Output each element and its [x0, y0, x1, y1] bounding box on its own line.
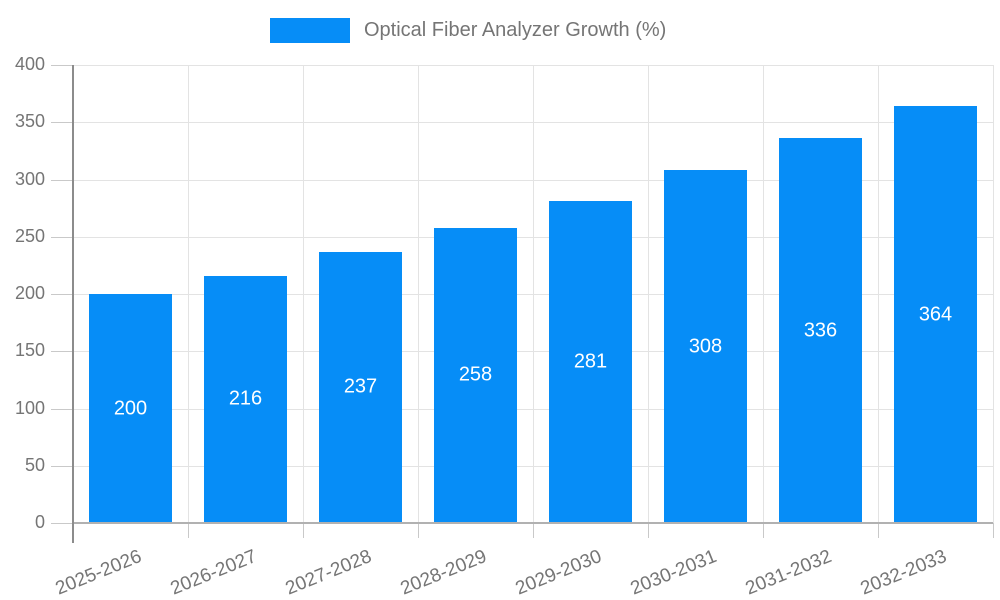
- x-axis-category-label: 2028-2029: [397, 546, 490, 600]
- y-axis-tick-label: 0: [34, 512, 45, 532]
- x-axis-tick: [878, 523, 879, 538]
- x-axis-tick: [648, 523, 649, 538]
- bar-value-label: 237: [343, 375, 378, 398]
- x-axis-tick: [993, 523, 994, 538]
- x-axis-category-label: 2025-2026: [52, 546, 145, 600]
- plot-area: 0 50 100 150 200 250 300 350 400 200 216 237 258 281 3…: [15, 54, 994, 600]
- horizontal-gridline: [73, 65, 993, 66]
- x-axis-tick: [418, 523, 419, 538]
- chart-legend[interactable]: Optical Fiber Analyzer Growth (%): [270, 18, 666, 43]
- bar[interactable]: [549, 201, 632, 523]
- bar[interactable]: [664, 170, 747, 523]
- legend-label: Optical Fiber Analyzer Growth (%): [364, 19, 667, 41]
- x-axis-category-label: 2032-2033: [857, 546, 950, 600]
- y-axis-tick-label: 400: [14, 54, 45, 74]
- bar-value-label: 308: [688, 335, 723, 358]
- y-axis-tick: [51, 122, 73, 124]
- y-axis-tick: [51, 351, 73, 353]
- x-axis-category-label: 2026-2027: [167, 546, 260, 600]
- y-axis-tick: [51, 465, 73, 467]
- y-axis-tick: [51, 236, 73, 238]
- bar-value-label: 216: [228, 387, 263, 410]
- bar-value-label: 364: [918, 303, 953, 326]
- bar[interactable]: [204, 275, 287, 523]
- bar[interactable]: [894, 106, 977, 523]
- bar-value-label: 200: [113, 397, 148, 419]
- x-axis-tick: [188, 523, 189, 538]
- bar[interactable]: [779, 138, 862, 523]
- x-axis-line: [73, 522, 993, 524]
- y-axis-tick-label: 50: [24, 454, 45, 475]
- bar-value-label: 336: [803, 319, 838, 342]
- y-axis-tick-label: 100: [14, 397, 45, 418]
- bar[interactable]: [434, 227, 517, 523]
- y-axis-tick: [51, 294, 73, 295]
- x-axis-category-label: 2029-2030: [512, 546, 605, 600]
- y-axis-tick: [51, 523, 73, 524]
- y-axis-tick: [51, 179, 73, 181]
- x-axis-category-label: 2031-2032: [742, 546, 835, 600]
- horizontal-gridline: [73, 465, 993, 467]
- y-axis-tick-label: 350: [14, 111, 45, 132]
- bar-value-label: 258: [458, 363, 493, 386]
- x-axis-category-label: 2030-2031: [627, 546, 720, 600]
- y-axis-tick: [51, 65, 73, 66]
- bar-value-label: 281: [573, 350, 608, 373]
- x-axis-tick: [763, 523, 764, 538]
- bar[interactable]: [319, 251, 402, 523]
- horizontal-gridline: [73, 122, 993, 124]
- horizontal-gridline: [73, 294, 993, 295]
- vertical-gridline: [993, 65, 994, 523]
- x-axis-category-label: 2027-2028: [282, 546, 375, 600]
- y-axis-line: [72, 65, 74, 543]
- y-axis-tick: [51, 408, 73, 410]
- y-axis-tick-label: 250: [14, 225, 45, 246]
- legend-swatch-icon: [270, 18, 350, 43]
- x-axis-tick: [303, 523, 304, 538]
- horizontal-gridline: [73, 351, 993, 353]
- horizontal-gridline: [73, 408, 993, 410]
- y-axis-tick-label: 150: [14, 340, 45, 361]
- bar[interactable]: [89, 294, 172, 523]
- y-axis-tick-label: 200: [14, 283, 45, 303]
- x-axis-tick: [533, 523, 534, 538]
- horizontal-gridline: [73, 236, 993, 238]
- horizontal-gridline: [73, 179, 993, 181]
- y-axis-tick-label: 300: [14, 168, 45, 189]
